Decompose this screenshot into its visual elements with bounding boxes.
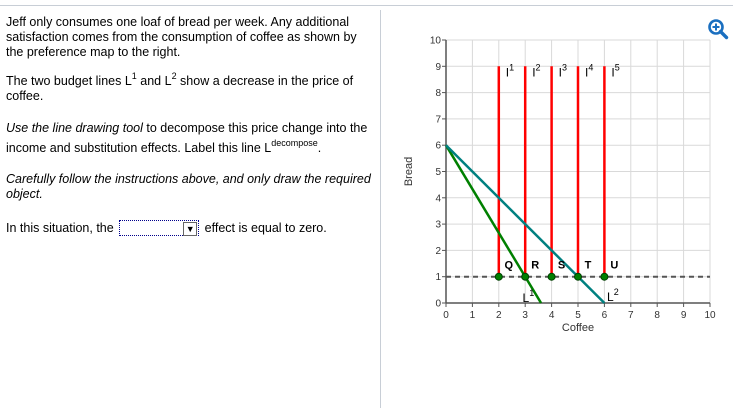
x-axis-label: Coffee: [562, 322, 594, 334]
preference-map-chart[interactable]: 0 1 2 3 4 5 6 7 8 9 10 0 1 2 3 4 5 6 7 8 9 10 Coffee Bread I1 I2 I…: [390, 20, 730, 340]
x-tick-label: 2: [496, 310, 502, 321]
y-axis-label: Bread: [403, 157, 415, 186]
indifference-curve-label: I5: [611, 62, 619, 79]
zoom-in-icon[interactable]: [707, 18, 729, 40]
y-tick-label: 5: [435, 167, 441, 178]
point-label: U: [610, 260, 618, 272]
y-tick-label: 6: [435, 141, 441, 152]
x-tick-label: 6: [602, 310, 608, 321]
y-tick-label: 1: [435, 272, 441, 283]
y-tick-label: 2: [435, 246, 441, 257]
y-tick-label: 0: [435, 299, 441, 310]
indifference-curve-label: I1: [506, 62, 514, 79]
y-tick-label: 4: [435, 193, 441, 204]
budget-line-label: L2: [607, 287, 619, 304]
indifference-curve-label: I3: [559, 62, 567, 79]
y-tick-label: 9: [435, 62, 441, 73]
budget-lines-text: The two budget lines L1 and L2 show a de…: [6, 71, 354, 104]
x-tick-label: 9: [681, 310, 687, 321]
y-tick-label: 8: [435, 88, 441, 99]
dropdown-arrow-icon[interactable]: ▼: [183, 222, 198, 236]
point-t: [574, 272, 582, 281]
point-label: R: [531, 260, 539, 272]
point-label: T: [585, 260, 592, 272]
point-label: S: [558, 260, 565, 272]
intro-text: Jeff only consumes one loaf of bread per…: [6, 15, 357, 59]
point-r: [521, 272, 530, 281]
x-tick-label: 7: [628, 310, 634, 321]
indifference-curve-label: I2: [532, 62, 540, 79]
point-u: [600, 272, 609, 281]
budget-line-label: L1: [523, 288, 535, 305]
y-tick-label: 10: [430, 36, 442, 47]
instruction-text: Use the line drawing tool to decompose t…: [6, 121, 368, 155]
x-tick-label: 4: [549, 310, 555, 321]
point-label: Q: [505, 260, 514, 272]
effect-dropdown[interactable]: ▼: [119, 220, 200, 236]
answer-sentence: In this situation, the ▼ effect is equal…: [6, 220, 327, 236]
x-tick-label: 10: [704, 310, 716, 321]
panel-divider: [380, 10, 381, 408]
question-panel: Jeff only consumes one loaf of bread per…: [6, 15, 372, 250]
y-tick-label: 7: [435, 114, 441, 125]
x-tick-label: 1: [470, 310, 476, 321]
x-tick-label: 5: [575, 310, 581, 321]
x-tick-label: 0: [443, 310, 449, 321]
caution-text: Carefully follow the instructions above,…: [6, 172, 371, 201]
x-tick-label: 3: [522, 310, 528, 321]
point-q: [494, 272, 503, 281]
y-tick-label: 3: [435, 220, 441, 231]
x-tick-label: 8: [654, 310, 660, 321]
point-s: [547, 272, 556, 281]
top-border: [0, 5, 733, 6]
indifference-curve-label: I4: [585, 62, 593, 79]
